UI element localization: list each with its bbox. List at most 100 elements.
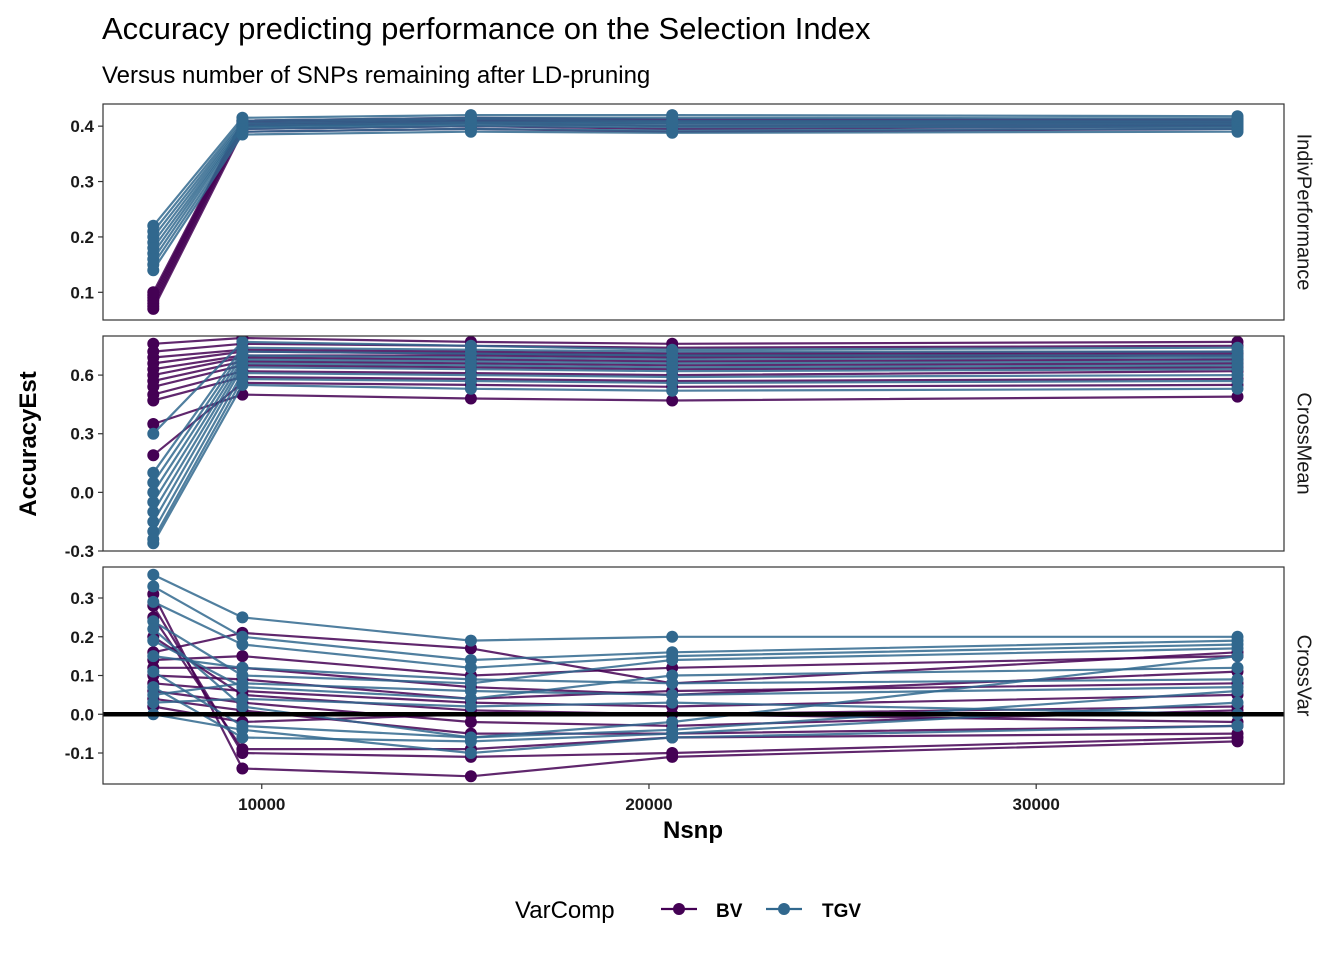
x-tick-label: 30000 <box>1013 795 1060 814</box>
y-tick-label: 0.4 <box>70 117 94 136</box>
data-point-tgv <box>666 109 679 122</box>
data-point-tgv <box>464 382 477 395</box>
data-point-tgv <box>236 111 249 124</box>
panel-series <box>147 568 1244 783</box>
data-point-bv <box>464 392 477 405</box>
series-line-bv <box>152 393 1238 426</box>
legend-key-tgv <box>766 903 802 915</box>
legend-label-bv: BV <box>716 901 743 922</box>
data-point-tgv <box>147 688 160 701</box>
data-point-tgv <box>1231 650 1244 663</box>
legend-title: VarComp <box>515 897 615 924</box>
y-tick-label: 0.2 <box>70 228 94 247</box>
x-tick-label: 20000 <box>625 795 672 814</box>
series-line-tgv <box>152 585 1238 662</box>
data-point-bv <box>236 743 249 756</box>
data-point-bv <box>666 747 679 759</box>
data-point-bv <box>236 650 249 663</box>
x-tick-label: 10000 <box>238 795 285 814</box>
series-line-tgv <box>152 123 1238 255</box>
data-point-tgv <box>1231 110 1244 123</box>
data-point-tgv <box>236 611 249 624</box>
data-point-tgv <box>666 384 679 397</box>
data-point-tgv <box>147 665 160 678</box>
series-line-bv <box>152 122 1238 304</box>
series-line-tgv <box>152 383 1238 544</box>
data-point-tgv <box>147 650 160 663</box>
series-line-tgv <box>152 125 1238 260</box>
data-point-tgv <box>147 634 160 647</box>
data-point-tgv <box>147 219 160 232</box>
panel-0: 0.1 0.2 0.3 0.4 IndivPerformance <box>70 103 1315 321</box>
series-line-tgv <box>152 116 1238 233</box>
series-line-bv <box>152 125 1238 307</box>
panel-1: -0.3 0.0 0.3 0.6 CrossMean <box>65 335 1315 561</box>
data-point-tgv <box>1231 696 1244 709</box>
legend-label-tgv: TGV <box>822 901 861 922</box>
panel-border <box>102 335 1285 552</box>
data-point-tgv <box>147 568 160 581</box>
data-point-tgv <box>236 692 249 705</box>
series-line-tgv <box>152 130 1238 271</box>
data-point-tgv <box>464 673 477 686</box>
data-point-bv <box>147 449 160 462</box>
series-line-tgv <box>152 377 1238 540</box>
facet-strip-label: CrossVar <box>1293 635 1315 717</box>
series-line-tgv <box>152 600 1238 669</box>
data-point-bv <box>236 762 249 775</box>
series-line-tgv <box>152 573 1238 642</box>
data-point-tgv <box>147 580 160 593</box>
data-point-bv <box>666 394 679 407</box>
panel-2: -0.1 0.0 0.1 0.2 0.3 CrossVar <box>65 566 1315 785</box>
y-tick-label: 0.3 <box>70 173 94 192</box>
facet-panels: 0.10.20.30.4IndivPerformance-0.30.00.30.… <box>65 103 1315 785</box>
series-line-bv <box>152 381 1238 457</box>
y-tick-label: -0.1 <box>65 744 94 763</box>
series-line-bv <box>152 119 1238 299</box>
data-point-bv <box>147 286 160 299</box>
data-point-tgv <box>236 661 249 674</box>
data-point-tgv <box>1231 681 1244 694</box>
data-point-tgv <box>147 623 160 635</box>
data-point-tgv <box>464 747 477 759</box>
data-point-bv <box>147 394 160 407</box>
data-point-tgv <box>147 476 160 489</box>
data-point-tgv <box>464 634 477 647</box>
series-line-tgv <box>152 122 1238 249</box>
data-point-tgv <box>464 685 477 697</box>
y-axis-title: AccuracyEst <box>15 371 42 516</box>
x-axis: 10000 20000 30000 <box>238 784 1060 814</box>
data-point-tgv <box>147 537 160 550</box>
series-line-tgv <box>152 127 1238 266</box>
legend-key-bv <box>661 903 697 915</box>
data-point-bv <box>464 770 477 783</box>
y-tick-label: -0.3 <box>65 542 94 561</box>
data-point-tgv <box>666 630 679 643</box>
data-point-tgv <box>464 735 477 748</box>
y-tick-label: 0.1 <box>70 667 94 686</box>
data-point-tgv <box>236 677 249 690</box>
panel-series <box>147 336 1244 550</box>
series-line-tgv <box>152 118 1238 238</box>
series-line-bv <box>152 127 1238 310</box>
y-tick-label: 0.0 <box>70 705 94 724</box>
data-point-tgv <box>1231 661 1244 674</box>
panel-series <box>147 109 1244 315</box>
chart-title: Accuracy predicting performance on the S… <box>102 11 871 46</box>
data-point-tgv <box>147 427 160 440</box>
y-tick-label: 0.2 <box>70 628 94 647</box>
data-point-tgv <box>464 700 477 713</box>
panel-border <box>102 103 1285 321</box>
y-tick-label: 0.0 <box>70 483 94 502</box>
facet-strip-label: CrossMean <box>1293 392 1315 494</box>
data-point-tgv <box>236 378 249 391</box>
data-point-bv <box>147 418 160 430</box>
data-point-tgv <box>1231 719 1244 732</box>
data-point-tgv <box>147 466 160 479</box>
data-point-tgv <box>464 661 477 674</box>
facet-strip-label: IndivPerformance <box>1293 134 1315 291</box>
data-point-tgv <box>1231 382 1244 395</box>
y-tick-label: 0.6 <box>70 366 94 385</box>
series-line-tgv <box>152 120 1238 244</box>
